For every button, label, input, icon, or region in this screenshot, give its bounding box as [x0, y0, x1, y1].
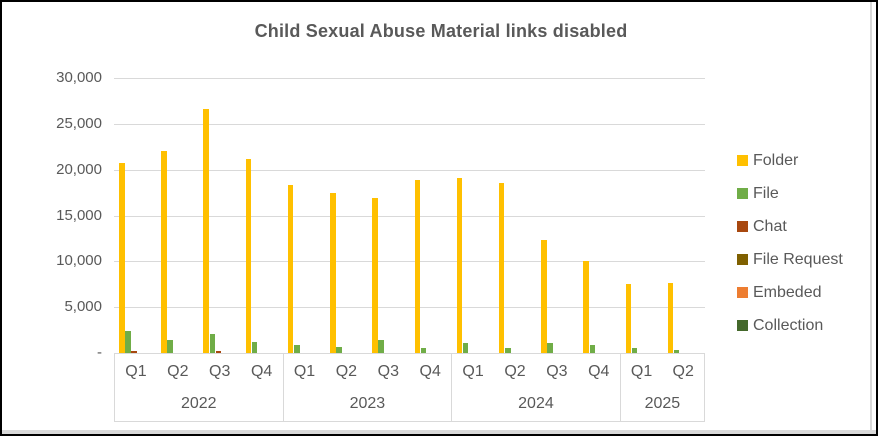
bar-file-2023-q3	[378, 340, 384, 353]
legend-swatch-icon	[737, 188, 748, 199]
gridline	[114, 78, 705, 79]
bar-folder-2025-q2	[667, 283, 674, 353]
legend-label: Chat	[753, 217, 787, 235]
y-axis: 30,000 25,000 20,000 15,000 10,000 5,000 -	[6, 2, 102, 362]
bar-folder-2024-q4	[583, 261, 589, 353]
quarter-label-2022-q2: Q2	[167, 362, 189, 380]
bar-file-2022-q4	[251, 342, 258, 353]
quarter-label-2023-q1: Q1	[293, 362, 316, 380]
quarter-label-2022-q4: Q4	[250, 362, 273, 380]
bar-folder-2022-q2	[161, 151, 167, 353]
bar-folder-2023-q4	[414, 179, 420, 353]
year-group-2023: Q1 Q2 Q3 Q4 2023	[284, 354, 453, 421]
bar-chat-2022-q1	[131, 351, 137, 353]
gridline	[114, 261, 705, 263]
bar-file-2022-q2	[167, 339, 173, 353]
quarter-row: Q1 Q2 Q3 Q4	[452, 354, 620, 389]
bar-folder-2024-q3	[541, 240, 547, 353]
quarter-label-2025-q1: Q1	[630, 362, 653, 380]
bar-file-2022-q3	[209, 334, 216, 353]
quarter-label-2023-q3: Q3	[377, 362, 399, 380]
sheet-edge-bottom	[2, 430, 876, 434]
y-tick-label: 15,000	[56, 206, 102, 224]
gridline	[114, 307, 705, 309]
chart-title: Child Sexual Abuse Material links disabl…	[254, 21, 628, 41]
legend-item-embeded: Embeded	[737, 283, 843, 301]
year-label-2022: 2022	[180, 395, 217, 413]
legend-item-file: File	[737, 184, 843, 202]
quarter-label-2023-q4: Q4	[419, 362, 441, 380]
sheet-edge-right	[870, 2, 872, 430]
bar-folder-2022-q1	[119, 163, 125, 353]
legend-label: File	[753, 184, 779, 202]
y-tick-label: -	[97, 344, 102, 361]
gridline	[114, 123, 705, 125]
gridline	[114, 215, 705, 217]
quarter-label-2023-q2: Q2	[335, 362, 358, 380]
bar-file-2025-q2	[673, 349, 680, 353]
legend-swatch-icon	[737, 221, 748, 232]
y-tick-label: 25,000	[56, 114, 102, 132]
legend-swatch-icon	[737, 320, 748, 331]
bar-file-2024-q4	[589, 345, 596, 353]
legend-item-file-request: File Request	[737, 250, 843, 268]
bar-folder-2024-q2	[498, 183, 505, 353]
quarter-label-2024-q3: Q3	[546, 362, 568, 380]
quarter-label-2024-q4: Q4	[588, 362, 610, 380]
legend-label: Folder	[753, 151, 799, 169]
bar-file-2024-q3	[547, 343, 553, 353]
bar-file-2023-q1	[294, 344, 300, 353]
quarter-row: Q1 Q2 Q3 Q4	[284, 354, 452, 389]
bar-chat-2022-q3	[215, 351, 222, 353]
bar-file-2024-q1	[462, 342, 469, 353]
year-group-2022: Q1 Q2 Q3 Q4 2022	[115, 354, 284, 421]
bar-file-2024-q2	[505, 347, 511, 353]
bar-file-2023-q4	[420, 348, 427, 353]
bar-file-2025-q1	[631, 347, 638, 353]
year-label-2023: 2023	[349, 395, 386, 413]
plot-area	[114, 78, 705, 353]
year-label-2025: 2025	[644, 395, 681, 413]
legend-item-folder: Folder	[737, 151, 843, 169]
bar-folder-2024-q1	[456, 177, 463, 353]
bar-folder-2022-q3	[203, 109, 209, 353]
legend-item-chat: Chat	[737, 217, 843, 235]
bar-folder-2023-q1	[287, 185, 294, 353]
legend-item-collection: Collection	[737, 316, 843, 334]
quarter-label-2022-q1: Q1	[125, 362, 147, 380]
legend: Folder File Chat File Request Embeded Collect…	[737, 151, 843, 351]
gridline	[114, 169, 705, 171]
legend-swatch-icon	[737, 287, 748, 298]
bar-folder-2022-q4	[245, 158, 252, 353]
legend-label: Embeded	[753, 283, 822, 301]
year-label-2024: 2024	[518, 395, 554, 413]
bar-file-2023-q2	[336, 347, 342, 353]
legend-swatch-icon	[737, 155, 748, 166]
legend-label: Collection	[753, 316, 824, 334]
quarter-label-2022-q3: Q3	[209, 362, 231, 380]
bar-folder-2023-q3	[372, 198, 378, 353]
quarter-row: Q1 Q2	[621, 354, 704, 389]
quarter-label-2024-q2: Q2	[504, 362, 526, 380]
y-tick-label: 30,000	[56, 69, 102, 86]
y-tick-label: 10,000	[56, 252, 102, 270]
y-tick-label: 5,000	[64, 298, 102, 316]
x-axis: Q1 Q2 Q3 Q4 2022 Q1 Q2 Q3 Q4 2023 Q1 Q2 Q3 Q4 2024 Q1 Q2…	[114, 353, 706, 422]
y-tick-label: 20,000	[56, 160, 102, 178]
bar-file-2022-q1	[125, 331, 131, 353]
year-group-2024: Q1 Q2 Q3 Q4 2024	[452, 354, 621, 421]
quarter-label-2024-q1: Q1	[462, 362, 484, 380]
quarter-row: Q1 Q2 Q3 Q4	[115, 354, 283, 389]
year-group-2025: Q1 Q2 2025	[621, 354, 706, 421]
legend-label: File Request	[753, 250, 843, 268]
bar-folder-2025-q1	[625, 284, 632, 353]
bar-folder-2023-q2	[330, 192, 336, 353]
quarter-label-2025-q2: Q2	[672, 362, 694, 380]
legend-swatch-icon	[737, 254, 748, 265]
